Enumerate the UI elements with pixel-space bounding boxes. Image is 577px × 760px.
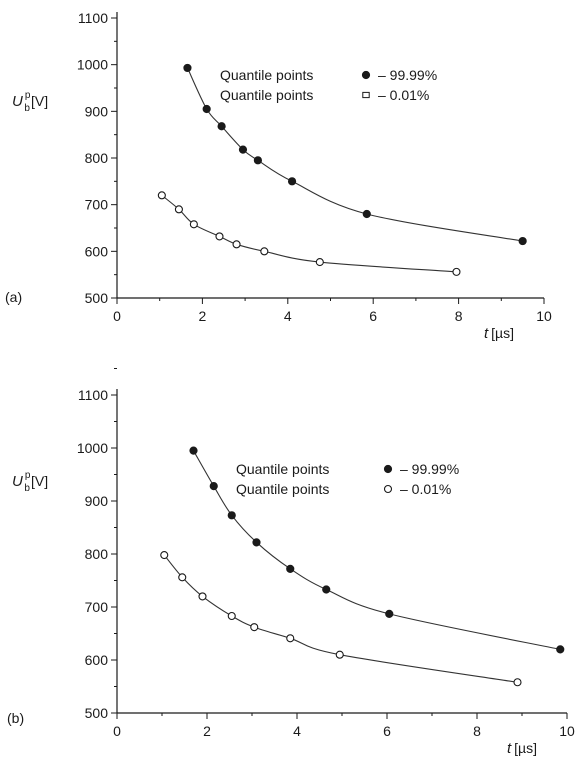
- data-point: [228, 512, 235, 519]
- y-axis-subscript: b: [24, 103, 30, 114]
- y-axis-unit: [V]: [31, 473, 48, 489]
- y-tick-label: 900: [85, 493, 109, 509]
- data-point: [199, 593, 206, 600]
- data-point: [287, 635, 294, 642]
- series-line: [164, 555, 517, 682]
- legend-marker: [385, 486, 392, 493]
- legend-label: Quantile points: [220, 67, 313, 83]
- data-point: [261, 248, 268, 255]
- data-point: [190, 221, 197, 228]
- data-point: [519, 237, 526, 244]
- data-point: [203, 105, 210, 112]
- data-point: [323, 586, 330, 593]
- data-point: [514, 679, 521, 686]
- data-point: [216, 233, 223, 240]
- chart-panel-b: 500 600 700 800 900 1000 1100 0 2 4 6 8 10 U p b[V] t [µs…: [7, 369, 575, 758]
- legend-value: – 99.99%: [378, 67, 437, 83]
- panel-label: (b): [7, 710, 24, 726]
- y-tick-label: 1100: [78, 387, 108, 403]
- data-point: [184, 64, 191, 71]
- y-tick-label: 500: [85, 705, 109, 721]
- legend-label: Quantile points: [220, 87, 313, 103]
- y-axis-symbol: U: [12, 93, 23, 110]
- data-point: [158, 192, 165, 199]
- data-point: [254, 157, 261, 164]
- legend-value: – 0.01%: [378, 87, 429, 103]
- data-point: [218, 123, 225, 130]
- y-tick-label: 1100: [78, 10, 108, 26]
- data-point: [288, 178, 295, 185]
- x-axis-title: t [µs]: [507, 740, 537, 757]
- data-point: [557, 646, 564, 653]
- y-tick-label: 1000: [77, 440, 108, 456]
- y-tick-label: 700: [85, 599, 109, 615]
- data-point: [386, 610, 393, 617]
- x-tick-label: 4: [293, 723, 301, 739]
- series-lower-0-01: [161, 552, 521, 686]
- y-tick-label: 600: [85, 652, 109, 668]
- data-point: [363, 210, 370, 217]
- data-point: [175, 206, 182, 213]
- series-lower-0-01: [158, 192, 460, 276]
- y-tick-label: 800: [85, 150, 109, 166]
- legend: Quantile points – 99.99% Quantile points – …: [236, 461, 459, 497]
- y-tick-label: 900: [85, 103, 109, 119]
- legend-label: Quantile points: [236, 461, 329, 477]
- data-point: [453, 268, 460, 275]
- data-point: [190, 447, 197, 454]
- data-point: [253, 539, 260, 546]
- x-tick-label: 6: [383, 723, 391, 739]
- x-tick-label: 8: [473, 723, 481, 739]
- x-tick-label: 0: [113, 723, 121, 739]
- x-tick-label: 8: [455, 308, 463, 324]
- data-point: [239, 146, 246, 153]
- x-tick-label: 2: [203, 723, 211, 739]
- x-tick-label: 2: [199, 308, 207, 324]
- x-tick-label: 4: [284, 308, 292, 324]
- y-tick-label: 700: [85, 197, 109, 213]
- y-axis-subscript: b: [24, 483, 30, 494]
- data-point: [287, 565, 294, 572]
- data-point: [316, 259, 323, 266]
- y-axis-unit: [V]: [31, 93, 48, 109]
- x-axis-symbol: t: [507, 740, 512, 757]
- y-tick-label: 1000: [77, 57, 108, 73]
- x-tick-label: 10: [536, 308, 552, 324]
- legend-marker: [362, 71, 369, 78]
- y-axis-superscript: p: [25, 470, 31, 481]
- y-axis-superscript: p: [25, 90, 31, 101]
- data-point: [233, 241, 240, 248]
- legend-value: – 0.01%: [400, 481, 451, 497]
- x-tick-label: 6: [369, 308, 377, 324]
- y-tick-label: 600: [85, 243, 109, 259]
- data-point: [251, 624, 258, 631]
- data-point: [179, 574, 186, 581]
- legend-marker: [363, 92, 369, 97]
- y-tick-label: 800: [85, 546, 109, 562]
- legend-marker: [384, 465, 391, 472]
- legend-value: – 99.99%: [400, 461, 459, 477]
- data-point: [161, 552, 168, 559]
- legend-label: Quantile points: [236, 481, 329, 497]
- series-line: [162, 195, 457, 272]
- chart-panel-a: 500 600 700 800 900 1000 1100 0 2 4 6 8 10 U p b[V] t [µs…: [5, 0, 552, 342]
- y-axis-symbol: U: [12, 473, 23, 490]
- legend: Quantile points – 99.99% Quantile points – …: [220, 67, 437, 103]
- panel-label: (a): [5, 289, 22, 305]
- x-axis-unit: [µs]: [491, 325, 514, 341]
- x-tick-label: 10: [559, 723, 575, 739]
- x-tick-label: 0: [113, 308, 121, 324]
- x-axis-symbol: t: [484, 325, 489, 342]
- data-point: [228, 613, 235, 620]
- series-upper-99-99: [190, 447, 564, 653]
- x-axis-unit: [µs]: [514, 740, 537, 756]
- y-tick-label: 500: [85, 290, 109, 306]
- data-point: [336, 651, 343, 658]
- x-axis-title: t [µs]: [484, 325, 514, 342]
- data-point: [210, 483, 217, 490]
